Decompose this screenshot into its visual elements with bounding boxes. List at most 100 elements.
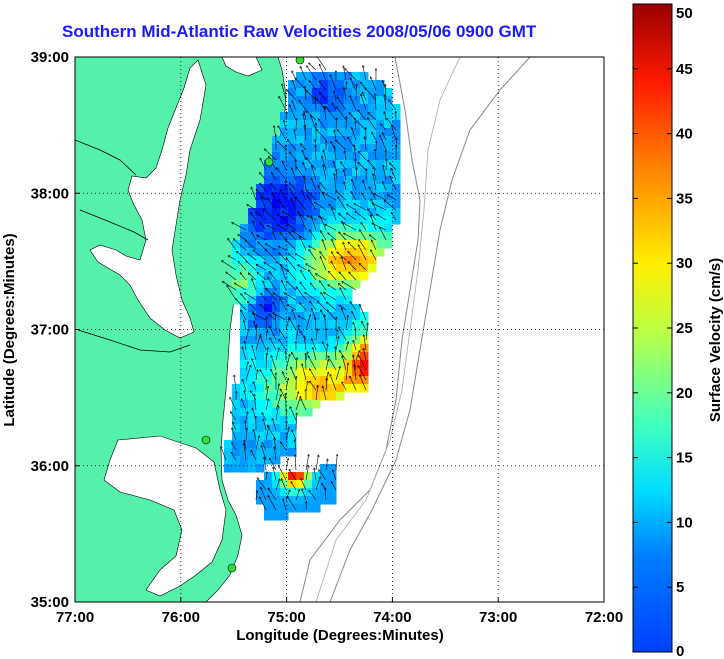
velocity-cell	[320, 288, 329, 297]
velocity-cell	[336, 152, 345, 161]
velocity-cell	[320, 464, 329, 473]
velocity-arrow	[337, 252, 347, 261]
velocity-arrow	[352, 128, 357, 141]
velocity-cell	[368, 240, 377, 249]
velocity-arrow	[248, 254, 257, 261]
velocity-cell	[304, 208, 313, 217]
velocity-cell	[256, 288, 265, 297]
velocity-cell	[320, 96, 329, 105]
velocity-arrow	[359, 151, 367, 161]
velocity-arrow	[320, 257, 327, 271]
velocity-arrow	[308, 270, 317, 281]
velocity-arrow	[305, 315, 310, 331]
velocity-cell	[280, 192, 289, 201]
velocity-arrow	[310, 369, 317, 381]
velocity-cell	[240, 448, 249, 457]
velocity-arrow	[289, 105, 297, 121]
velocity-cell	[296, 360, 305, 369]
velocity-arrow	[315, 329, 317, 341]
velocity-cell	[360, 88, 369, 97]
velocity-arrow	[371, 215, 377, 231]
velocity-arrow	[306, 264, 317, 271]
velocity-cell	[384, 184, 393, 193]
velocity-arrow	[264, 210, 277, 221]
velocity-cell	[304, 272, 313, 281]
velocity-cell	[240, 296, 249, 305]
velocity-cell	[320, 384, 329, 393]
velocity-cell	[304, 504, 313, 513]
velocity-arrow	[274, 447, 277, 461]
velocity-arrow	[321, 293, 327, 301]
velocity-arrow	[315, 386, 318, 401]
velocity-cell	[240, 256, 249, 265]
velocity-arrow	[343, 223, 357, 231]
velocity-cell	[264, 192, 273, 201]
velocity-arrow	[326, 379, 327, 391]
velocity-arrow	[301, 479, 307, 491]
velocity-arrow	[295, 440, 297, 451]
velocity-cell	[352, 376, 361, 385]
velocity-arrow	[384, 201, 397, 211]
velocity-cell	[320, 480, 329, 489]
velocity-arrow	[266, 250, 277, 261]
velocity-cell	[376, 168, 385, 177]
velocity-cell	[376, 96, 385, 105]
velocity-arrow	[325, 459, 328, 471]
velocity-arrow	[279, 97, 287, 111]
velocity-cell	[256, 248, 265, 257]
velocity-field	[221, 57, 401, 521]
velocity-arrow	[295, 396, 301, 411]
velocity-cell	[328, 176, 337, 185]
velocity-arrow	[380, 227, 387, 241]
velocity-arrow	[309, 81, 317, 91]
velocity-cell	[240, 384, 249, 393]
velocity-cell	[320, 224, 329, 233]
velocity-arrow	[345, 363, 348, 381]
velocity-cell	[336, 272, 345, 281]
velocity-arrow	[305, 87, 307, 101]
velocity-cell	[232, 256, 241, 265]
velocity-cell	[256, 336, 265, 345]
velocity-arrow	[359, 240, 367, 251]
velocity-cell	[280, 288, 289, 297]
velocity-arrow	[242, 347, 247, 361]
velocity-cell	[376, 136, 385, 145]
velocity-arrow	[312, 166, 317, 181]
velocity-cell	[304, 264, 313, 273]
velocity-cell	[240, 464, 249, 473]
velocity-cell	[248, 392, 257, 401]
velocity-cell	[248, 416, 257, 425]
velocity-cell	[264, 208, 273, 217]
velocity-cell	[336, 280, 345, 289]
velocity-cell	[336, 240, 345, 249]
velocity-cell	[296, 488, 305, 497]
velocity-arrow	[236, 299, 247, 311]
velocity-cell	[304, 280, 313, 289]
velocity-cell	[352, 344, 361, 353]
velocity-cell	[328, 184, 337, 193]
velocity-cell	[352, 304, 361, 313]
velocity-cell	[376, 184, 385, 193]
velocity-cell	[392, 104, 401, 113]
velocity-arrow	[348, 252, 357, 261]
velocity-cell	[272, 136, 281, 145]
velocity-cell	[304, 488, 313, 497]
velocity-cell	[272, 400, 281, 409]
velocity-cell	[280, 440, 289, 449]
velocity-cell	[320, 376, 329, 385]
velocity-cell	[296, 192, 305, 201]
velocity-cell	[392, 160, 401, 169]
velocity-cell	[328, 104, 337, 113]
velocity-arrow	[246, 261, 257, 271]
velocity-arrow	[307, 66, 317, 81]
velocity-arrow	[263, 419, 267, 431]
velocity-cell	[232, 248, 241, 257]
velocity-arrow	[320, 231, 327, 241]
velocity-arrow	[331, 261, 337, 271]
velocity-cell	[296, 312, 305, 321]
velocity-cell	[264, 368, 273, 377]
velocity-cell	[368, 152, 377, 161]
velocity-cell	[336, 360, 345, 369]
velocity-cell	[360, 152, 369, 161]
velocity-cell	[280, 248, 289, 257]
